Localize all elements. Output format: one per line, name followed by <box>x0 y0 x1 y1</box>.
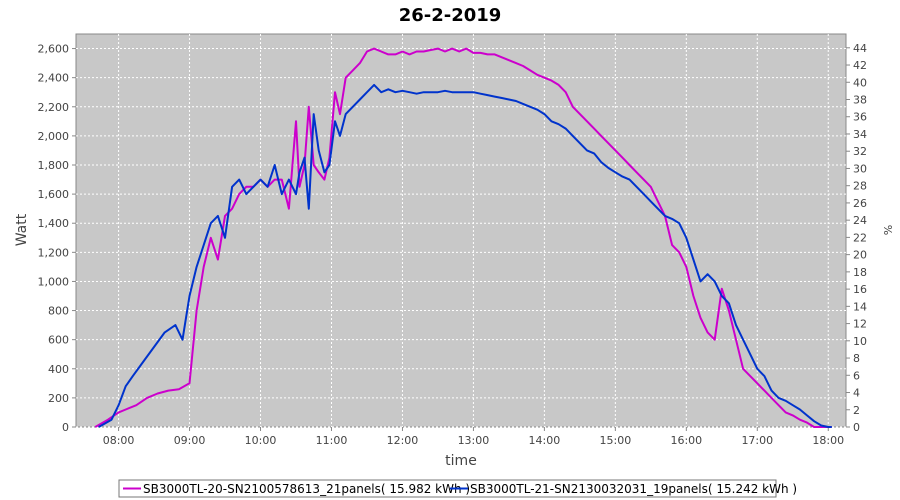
y2-tick-label: 44 <box>853 42 867 55</box>
y-tick-label: 600 <box>48 334 69 347</box>
y-tick-label: 800 <box>48 305 69 318</box>
axis-layer: 08:00 09:00 10:00 11:00 12:00 13:00 14:00 15:00… <box>38 42 868 447</box>
y-tick-label: 2,200 <box>38 101 70 114</box>
legend-label-series-2: SB3000TL-21-SN2130032031_19panels( 15.24… <box>470 482 797 496</box>
x-axis-label: time <box>445 453 477 469</box>
y2-tick-label: 40 <box>853 76 867 89</box>
x-tick-label: 16:00 <box>670 434 702 447</box>
plot-area <box>75 33 847 428</box>
y-tick-label: 1,600 <box>38 188 70 201</box>
y2-tick-label: 18 <box>853 266 867 279</box>
y-axis-label: Watt <box>14 213 30 246</box>
y2-tick-label: 32 <box>853 145 867 158</box>
y2-tick-label: 8 <box>853 352 860 365</box>
y2-tick-label: 10 <box>853 335 867 348</box>
y-tick-label: 400 <box>48 363 69 376</box>
y2-tick-label: 16 <box>853 283 867 296</box>
y2-tick-label: 30 <box>853 162 867 175</box>
y2-tick-label: 12 <box>853 318 867 331</box>
y2-tick-label: 28 <box>853 180 867 193</box>
legend-label-series-1: SB3000TL-20-SN2100578613_21panels( 15.98… <box>143 482 470 496</box>
x-tick-label: 12:00 <box>387 434 419 447</box>
y2-axis-label: % <box>881 225 894 235</box>
y-tick-label: 1,200 <box>38 246 70 259</box>
y-tick-label: 0 <box>62 421 69 434</box>
y2-tick-label: 0 <box>853 421 860 434</box>
y2-tick-label: 6 <box>853 369 860 382</box>
y-tick-label: 1,400 <box>38 217 70 230</box>
y2-tick-label: 26 <box>853 197 867 210</box>
series-line-2 <box>98 83 832 428</box>
x-tick-label: 14:00 <box>529 434 561 447</box>
y2-tick-label: 34 <box>853 128 867 141</box>
chart-title: 26-2-2019 <box>399 5 502 26</box>
x-tick-label: 17:00 <box>741 434 773 447</box>
x-tick-label: 15:00 <box>600 434 632 447</box>
y2-tick-label: 24 <box>853 214 867 227</box>
x-tick-label: 10:00 <box>245 434 277 447</box>
y2-tick-label: 2 <box>853 404 860 417</box>
x-tick-label: 08:00 <box>103 434 135 447</box>
y2-tick-label: 38 <box>853 94 867 107</box>
y-tick-label: 1,800 <box>38 159 70 172</box>
series-line-1 <box>94 47 832 428</box>
x-tick-label: 09:00 <box>174 434 206 447</box>
y-tick-label: 2,400 <box>38 72 70 85</box>
x-tick-label: 11:00 <box>316 434 348 447</box>
x-tick-label: 18:00 <box>812 434 844 447</box>
y-tick-label: 200 <box>48 392 69 405</box>
y2-tick-label: 14 <box>853 300 867 313</box>
series-layer <box>94 47 832 428</box>
y2-tick-label: 4 <box>853 387 860 400</box>
y2-tick-label: 36 <box>853 111 867 124</box>
y2-tick-label: 22 <box>853 231 867 244</box>
grid-layer <box>76 34 846 428</box>
x-tick-label: 13:00 <box>458 434 490 447</box>
y-tick-label: 2,600 <box>38 43 70 56</box>
legend: SB3000TL-20-SN2100578613_21panels( 15.98… <box>118 479 797 498</box>
y2-tick-label: 20 <box>853 249 867 262</box>
y2-tick-label: 42 <box>853 59 867 72</box>
y-tick-label: 2,000 <box>38 130 70 143</box>
legend-box <box>118 479 777 498</box>
y-tick-label: 1,000 <box>38 275 70 288</box>
